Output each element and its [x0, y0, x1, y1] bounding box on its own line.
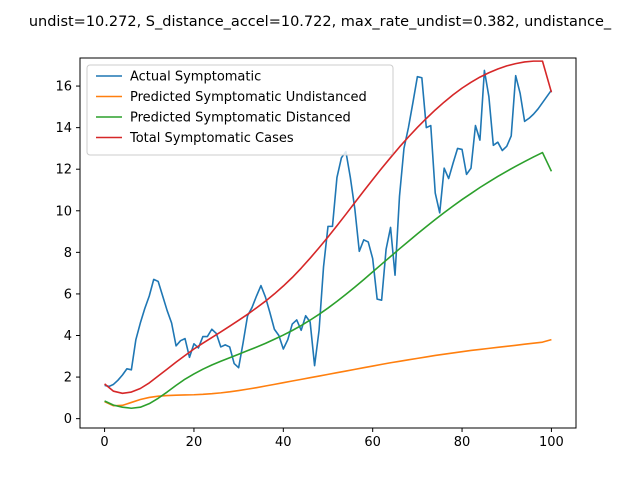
- legend-label-2: Predicted Symptomatic Distanced: [130, 111, 351, 126]
- chart-title: undist=10.272, S_distance_accel=10.722, …: [29, 14, 612, 30]
- x-tick-label: 0: [100, 435, 108, 450]
- y-tick-label: 6: [64, 287, 72, 302]
- y-axis: 0 2 4 6 8 10 12 14 16: [55, 80, 80, 427]
- y-tick-label: 14: [55, 121, 72, 136]
- series-line-3: [104, 60, 553, 395]
- y-tick-label: 16: [55, 80, 72, 95]
- legend-label-0: Actual Symptomatic: [130, 70, 261, 85]
- legend-label-1: Predicted Symptomatic Undistanced: [130, 90, 367, 105]
- legend-box: [86, 64, 394, 156]
- y-tick-label: 10: [55, 204, 72, 219]
- series-line-1: [104, 338, 552, 407]
- y-tick-label: 2: [64, 371, 72, 386]
- x-tick-label: 40: [275, 435, 292, 450]
- legend-label-3: Total Symptomatic Cases: [129, 131, 294, 146]
- series-layer: [104, 60, 553, 410]
- legend: Actual Symptomatic Predicted Symptomatic …: [86, 64, 394, 156]
- series-line-0: [104, 69, 553, 388]
- y-tick-label: 8: [64, 246, 72, 261]
- x-tick-label: 60: [364, 435, 381, 450]
- x-tick-label: 20: [186, 435, 203, 450]
- x-tick-label: 80: [454, 435, 471, 450]
- y-tick-label: 12: [55, 163, 72, 178]
- x-axis: 0 20 40 60 80 100: [100, 428, 564, 450]
- y-tick-label: 0: [64, 412, 72, 427]
- plot-frame: [79, 57, 577, 429]
- series-line-2: [104, 151, 553, 410]
- x-tick-label: 100: [539, 435, 564, 450]
- y-tick-label: 4: [64, 329, 72, 344]
